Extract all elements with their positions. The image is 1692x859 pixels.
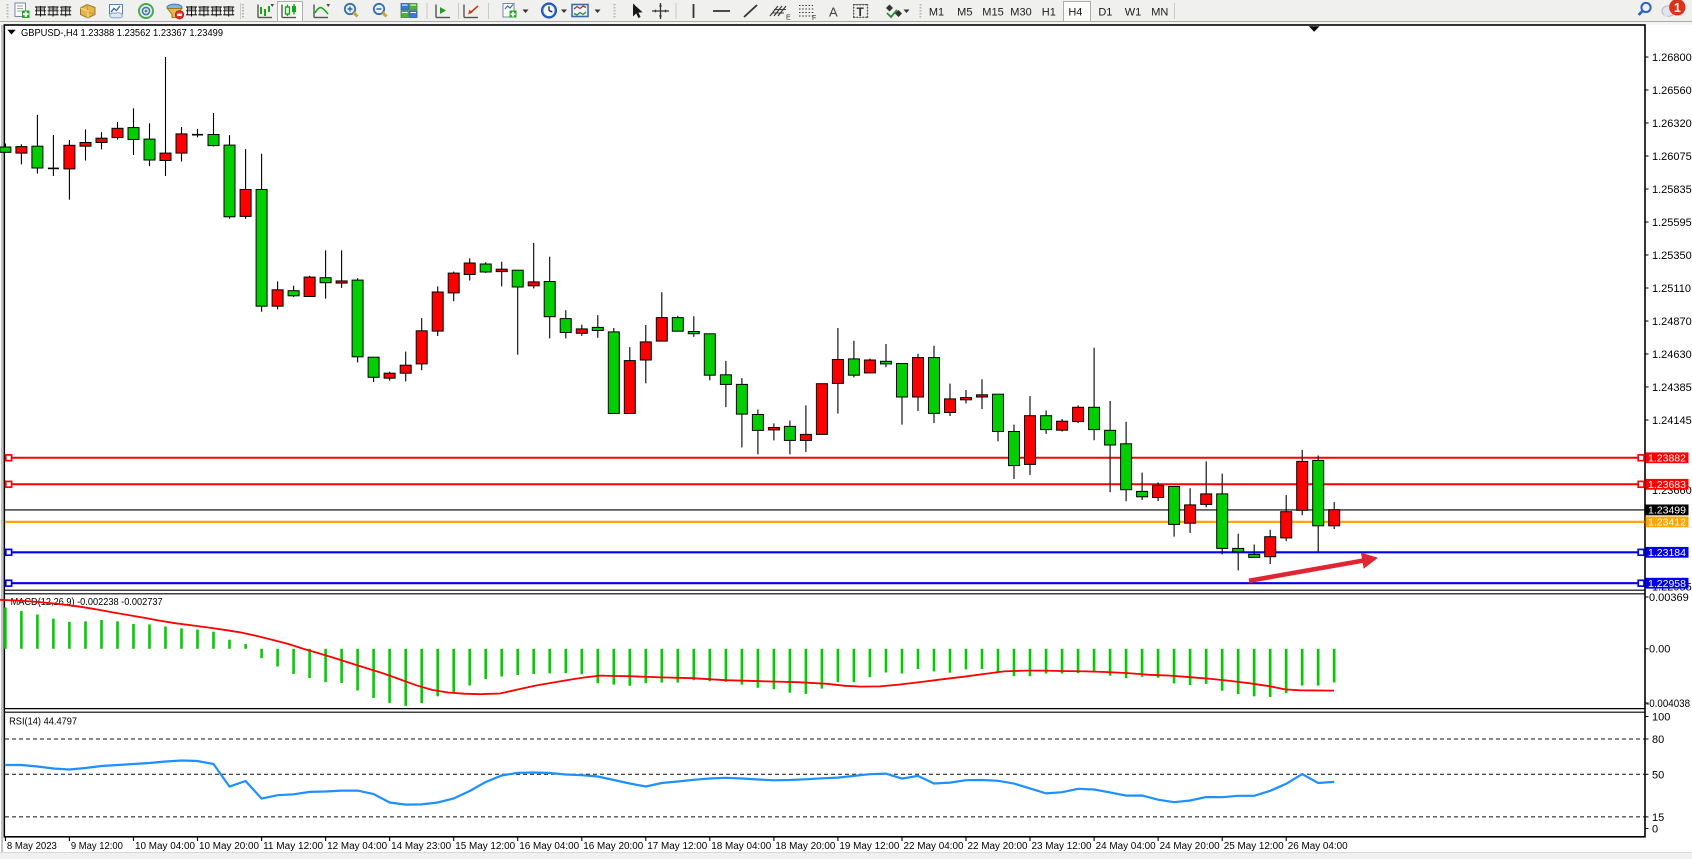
svg-text:F: F	[812, 15, 816, 22]
svg-text:MN: MN	[1151, 7, 1168, 19]
svg-text:T: T	[857, 5, 865, 19]
svg-text:50: 50	[1652, 769, 1664, 781]
svg-text:1.23184: 1.23184	[1648, 547, 1686, 559]
svg-text:14 May 23:00: 14 May 23:00	[391, 841, 451, 852]
svg-text:1.23683: 1.23683	[1648, 479, 1686, 491]
svg-text:1.23499: 1.23499	[1648, 505, 1686, 517]
svg-text:1.26560: 1.26560	[1652, 85, 1692, 97]
svg-text:RSI(14) 44.4797: RSI(14) 44.4797	[9, 717, 77, 728]
svg-text:11 May 12:00: 11 May 12:00	[263, 841, 323, 852]
svg-text:M1: M1	[929, 7, 944, 19]
svg-text:W1: W1	[1125, 7, 1142, 19]
svg-text:-0.004038: -0.004038	[1646, 698, 1690, 710]
svg-text:0: 0	[1652, 824, 1658, 836]
svg-text:E: E	[786, 15, 791, 22]
svg-text:1.26320: 1.26320	[1652, 118, 1692, 130]
svg-text:12 May 04:00: 12 May 04:00	[327, 841, 387, 852]
svg-text:1.26800: 1.26800	[1652, 52, 1692, 64]
svg-text:9 May 12:00: 9 May 12:00	[71, 841, 123, 852]
svg-text:16 May 04:00: 16 May 04:00	[519, 841, 579, 852]
svg-text:18 May 04:00: 18 May 04:00	[711, 841, 771, 852]
svg-text:M30: M30	[1010, 7, 1031, 19]
svg-text:H4: H4	[1068, 7, 1082, 19]
svg-text:17 May 12:00: 17 May 12:00	[647, 841, 707, 852]
svg-text:22 May 04:00: 22 May 04:00	[904, 841, 964, 852]
svg-text:1.25595: 1.25595	[1652, 217, 1692, 229]
svg-text:8 May 2023: 8 May 2023	[7, 841, 57, 852]
svg-text:26 May 04:00: 26 May 04:00	[1288, 841, 1348, 852]
svg-text:M5: M5	[957, 7, 972, 19]
svg-text:1.24145: 1.24145	[1652, 415, 1692, 427]
svg-text:H1: H1	[1042, 7, 1056, 19]
svg-text:25 May 12:00: 25 May 12:00	[1224, 841, 1284, 852]
svg-text:1.26075: 1.26075	[1652, 151, 1692, 163]
svg-text:80: 80	[1652, 734, 1664, 746]
svg-text:1.24385: 1.24385	[1652, 382, 1692, 394]
svg-text:1.23882: 1.23882	[1648, 453, 1686, 465]
svg-text:10 May 20:00: 10 May 20:00	[199, 841, 259, 852]
svg-text:18 May 20:00: 18 May 20:00	[775, 841, 835, 852]
svg-text:0.00369: 0.00369	[1649, 592, 1689, 604]
svg-text:0.00: 0.00	[1649, 644, 1670, 656]
svg-text:1.22958: 1.22958	[1648, 578, 1686, 590]
svg-text:16 May 20:00: 16 May 20:00	[583, 841, 643, 852]
svg-text:100: 100	[1652, 712, 1670, 724]
svg-text:1.25350: 1.25350	[1652, 250, 1692, 262]
svg-text:1.25835: 1.25835	[1652, 184, 1692, 196]
svg-text:22 May 20:00: 22 May 20:00	[968, 841, 1028, 852]
svg-text:15 May 12:00: 15 May 12:00	[455, 841, 515, 852]
svg-text:15: 15	[1652, 812, 1664, 824]
svg-text:10 May 04:00: 10 May 04:00	[135, 841, 195, 852]
svg-text:A: A	[829, 5, 838, 20]
svg-text:19 May 12:00: 19 May 12:00	[839, 841, 899, 852]
svg-text:GBPUSD-,H4 1.23388 1.23562 1.: GBPUSD-,H4 1.23388 1.23562 1.23367 1.234…	[21, 28, 223, 39]
svg-text:MACD(12,26,9) -0.002238 -0.002: MACD(12,26,9) -0.002238 -0.002737	[11, 597, 163, 608]
svg-text:1.24870: 1.24870	[1652, 316, 1692, 328]
svg-text:1.23412: 1.23412	[1648, 517, 1686, 529]
svg-text:24 May 20:00: 24 May 20:00	[1160, 841, 1220, 852]
svg-text:1: 1	[1674, 1, 1681, 15]
svg-text:23 May 12:00: 23 May 12:00	[1032, 841, 1092, 852]
svg-text:M15: M15	[982, 7, 1003, 19]
svg-text:1.24630: 1.24630	[1652, 349, 1692, 361]
svg-text:D1: D1	[1098, 7, 1112, 19]
svg-text:24 May 04:00: 24 May 04:00	[1096, 841, 1156, 852]
svg-text:1.25110: 1.25110	[1652, 283, 1691, 295]
